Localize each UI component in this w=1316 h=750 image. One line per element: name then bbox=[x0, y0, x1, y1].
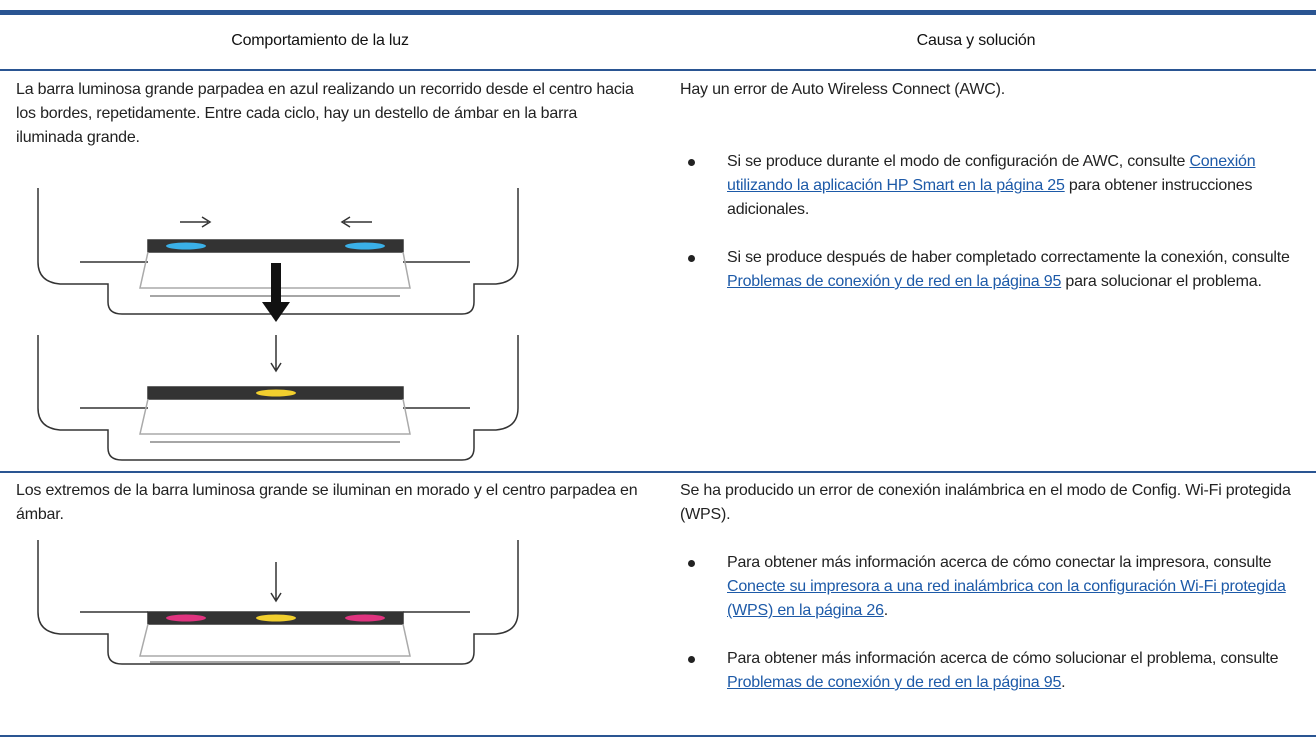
link[interactable]: Problemas de conexión y de red en la pág… bbox=[727, 273, 1062, 290]
behavior-text: Los extremos de la barra luminosa grande… bbox=[16, 482, 638, 523]
header-cell: Comportamiento de la luz bbox=[231, 32, 409, 49]
link[interactable]: Problemas de conexión y de red en la pág… bbox=[727, 674, 1062, 691]
bullet-text: para obtener instrucciones adicionales. bbox=[727, 177, 1253, 218]
bullet-dot bbox=[688, 159, 695, 166]
link[interactable]: Conecte su impresora a una red inalámbri… bbox=[727, 578, 1286, 619]
bullet-text: . bbox=[1061, 674, 1066, 691]
link[interactable]: Conexión utilizando la aplicación HP Sma… bbox=[727, 153, 1256, 194]
illustrations bbox=[37, 188, 519, 665]
printer-illustration bbox=[37, 335, 519, 461]
header-cell: Causa y solución bbox=[916, 32, 1036, 49]
behavior-text: La barra luminosa grande parpadea en azu… bbox=[16, 81, 634, 146]
top-border bbox=[0, 10, 1316, 15]
bullet-text: Si se produce durante el modo de configu… bbox=[727, 153, 1190, 170]
bullet-item: Si se produce durante el modo de configu… bbox=[727, 150, 1312, 222]
bullet-item: Si se produce después de haber completad… bbox=[727, 246, 1312, 294]
bullet-dot bbox=[688, 656, 695, 663]
bullet-text: Si se produce después de haber completad… bbox=[727, 249, 1290, 266]
bullet-item: Para obtener más información acerca de c… bbox=[727, 551, 1312, 623]
printer-illustration bbox=[37, 188, 519, 373]
bullet-text: para solucionar el problema. bbox=[1061, 273, 1262, 290]
bullet-text: Para obtener más información acerca de c… bbox=[727, 554, 1272, 571]
row-rule bbox=[0, 471, 1316, 473]
bullet-dot bbox=[688, 560, 695, 567]
bullet-text: Para obtener más información acerca de c… bbox=[727, 650, 1279, 667]
header-rule bbox=[0, 69, 1316, 71]
cause-text: Se ha producido un error de conexión ina… bbox=[680, 482, 1291, 523]
bullet-dot bbox=[688, 255, 695, 262]
printer-illustration bbox=[37, 540, 519, 665]
bullet-text: . bbox=[883, 602, 889, 619]
bullet-item: Para obtener más información acerca de c… bbox=[727, 647, 1312, 695]
bottom-rule bbox=[0, 735, 1316, 737]
cause-text: Hay un error de Auto Wireless Connect (A… bbox=[680, 81, 1005, 98]
